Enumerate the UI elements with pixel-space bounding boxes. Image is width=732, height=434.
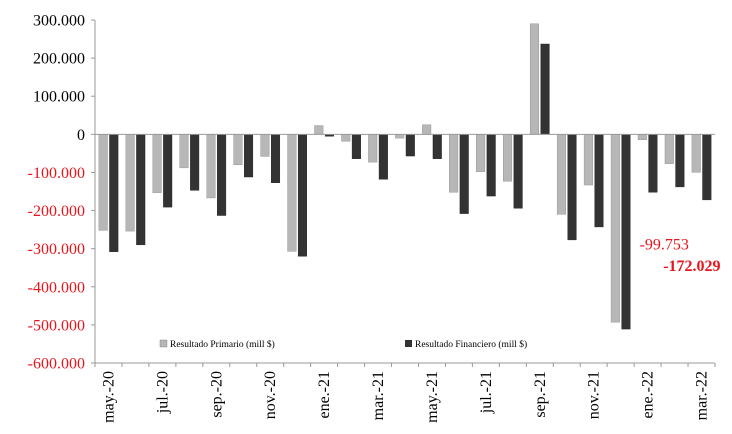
bar-resultado-primario [503, 134, 513, 182]
annotation-financiero: -172.029 [663, 258, 720, 275]
bar-resultado-primario [206, 134, 216, 199]
bar-resultado-primario [529, 23, 539, 135]
bar-resultado-financiero [459, 134, 469, 214]
bar-resultado-primario [260, 134, 270, 157]
bar-resultado-financiero [540, 43, 550, 135]
bar-resultado-primario [556, 134, 566, 215]
annotations: -99.753 -172.029 [640, 236, 721, 275]
bar-resultado-primario [610, 134, 620, 323]
x-tick-label: nov.-20 [262, 371, 279, 419]
annotation-primario: -99.753 [640, 236, 689, 253]
y-tick-label: -400.000 [28, 279, 85, 296]
bar-resultado-primario [341, 134, 351, 142]
bar-resultado-primario [314, 125, 324, 135]
bar-resultado-financiero [675, 134, 685, 188]
bar-resultado-primario [233, 134, 243, 166]
y-tick-label: -300.000 [28, 241, 85, 258]
bar-resultado-financiero [217, 134, 227, 216]
bar-resultado-financiero [163, 134, 173, 208]
bar-resultado-financiero [702, 134, 712, 201]
bar-resultado-financiero [621, 134, 631, 330]
bar-resultado-financiero [190, 134, 200, 191]
legend-label-primario: Resultado Primario (mill $) [170, 339, 275, 350]
bar-resultado-primario [691, 134, 701, 173]
bar-resultado-financiero [594, 134, 604, 228]
legend-swatch-financiero [405, 340, 412, 347]
bar-resultado-financiero [405, 134, 415, 157]
bar-resultado-primario [395, 134, 405, 139]
bar-resultado-financiero [297, 134, 307, 257]
x-tick-label: mar.-22 [694, 371, 711, 420]
x-tick-label: sep.-20 [208, 371, 225, 418]
y-tick-label: -200.000 [28, 203, 85, 220]
x-tick-label: jul.-21 [478, 371, 495, 414]
y-tick-label: 0 [77, 127, 85, 144]
x-tick-label: jul.-20 [154, 371, 171, 414]
bar-resultado-financiero [513, 134, 523, 209]
bar-resultado-primario [583, 134, 593, 186]
bar-resultado-financiero [432, 134, 442, 159]
bar-resultado-primario [637, 134, 647, 140]
bar-resultado-primario [152, 134, 162, 193]
y-axis: 300.000 200.000 100.000 0 -100.000 -200.000 -3… [28, 13, 96, 373]
y-tick-label: 300.000 [33, 13, 85, 30]
x-tick-label: may.-21 [424, 371, 441, 423]
bar-resultado-financiero [486, 134, 496, 197]
x-tick-label: sep.-21 [532, 371, 549, 418]
x-tick-label: nov.-21 [586, 371, 603, 419]
y-tick-label: -500.000 [28, 317, 85, 334]
bars [95, 23, 715, 330]
bar-resultado-primario [98, 134, 108, 231]
x-tick-label: ene.-22 [640, 371, 657, 419]
x-tick-label: ene.-21 [316, 371, 333, 419]
bar-resultado-financiero [351, 134, 361, 159]
x-tick-label: mar.-21 [370, 371, 387, 420]
bar-resultado-primario [179, 134, 189, 169]
y-tick-label: -600.000 [28, 356, 85, 373]
y-tick-label: 200.000 [33, 51, 85, 68]
bar-resultado-primario [287, 134, 297, 252]
bar-resultado-primario [449, 134, 459, 193]
bar-resultado-primario [476, 134, 486, 172]
bar-resultado-primario [125, 134, 135, 232]
bar-resultado-primario [422, 124, 432, 135]
bar-resultado-financiero [271, 134, 281, 183]
legend-swatch-primario [159, 339, 168, 348]
x-tick-label: may.-20 [100, 371, 117, 423]
y-tick-label: -100.000 [28, 165, 85, 182]
bar-resultado-financiero [244, 134, 254, 178]
bar-resultado-primario [368, 134, 378, 163]
bar-resultado-financiero [109, 134, 119, 252]
bar-resultado-financiero [378, 134, 388, 180]
bar-resultado-financiero [648, 134, 658, 193]
bar-resultado-primario [664, 134, 674, 164]
x-axis: may.-20 jul.-20 sep.-20 nov.-20 ene.-21 mar.-… [94, 362, 716, 423]
legend: Resultado Primario (mill $) Resultado Fi… [159, 339, 527, 350]
y-tick-label: 100.000 [33, 89, 85, 106]
legend-label-financiero: Resultado Financiero (mill $) [415, 339, 527, 350]
bar-resultado-financiero [567, 134, 577, 241]
bar-resultado-financiero [136, 134, 146, 246]
